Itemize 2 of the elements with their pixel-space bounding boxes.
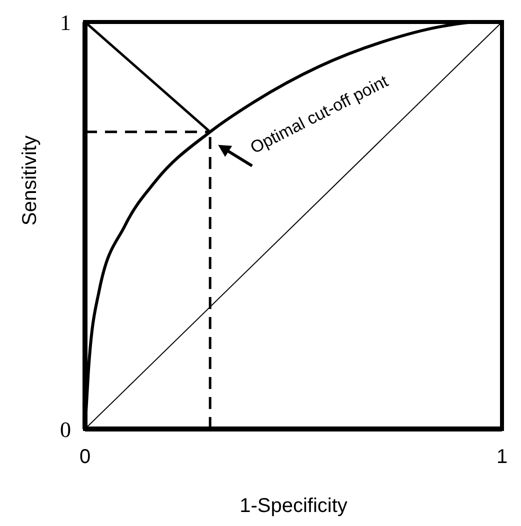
y-axis-title: Sensitivity	[19, 135, 42, 226]
x-axis-title: 1-Specificity	[240, 495, 348, 517]
